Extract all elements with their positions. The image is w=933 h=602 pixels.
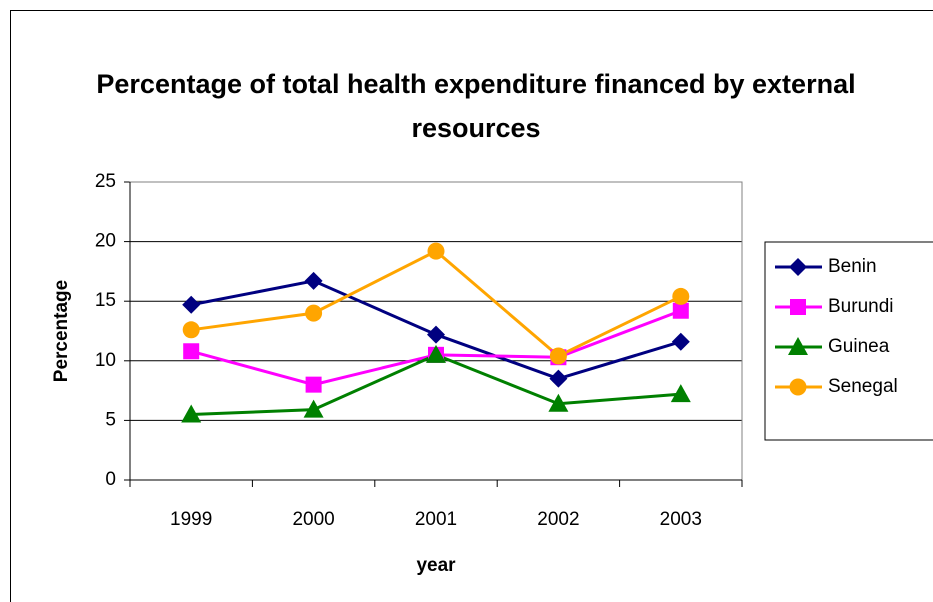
- legend-label: Burundi: [828, 296, 894, 317]
- x-tick-label: 2000: [292, 509, 334, 530]
- legend-label: Senegal: [828, 376, 898, 397]
- marker: [672, 287, 690, 305]
- chart-title: Percentage of total health expenditure f…: [96, 69, 856, 143]
- x-axis-label: year: [416, 555, 456, 576]
- marker: [182, 321, 200, 339]
- marker: [548, 393, 569, 412]
- marker: [427, 242, 445, 260]
- marker: [672, 302, 689, 319]
- marker: [182, 295, 201, 314]
- marker: [305, 376, 322, 393]
- marker: [670, 384, 691, 403]
- marker: [183, 343, 200, 360]
- y-axis-label: Percentage: [51, 280, 72, 382]
- marker: [181, 404, 202, 423]
- y-tick-label: 0: [105, 469, 116, 490]
- marker: [789, 378, 807, 396]
- y-tick-label: 10: [95, 350, 116, 371]
- marker: [305, 304, 323, 322]
- marker: [788, 337, 808, 355]
- marker: [790, 299, 806, 315]
- x-tick-label: 2003: [660, 509, 702, 530]
- y-tick-label: 5: [105, 409, 116, 430]
- marker: [549, 369, 568, 388]
- x-tick-label: 2001: [415, 509, 457, 530]
- marker: [426, 344, 446, 363]
- x-tick-label: 2002: [537, 509, 579, 530]
- marker: [303, 399, 324, 418]
- legend-box: [764, 241, 933, 441]
- legend-label: Guinea: [828, 336, 890, 357]
- legend-label: Benin: [828, 256, 877, 277]
- marker: [671, 332, 690, 351]
- marker: [304, 271, 323, 290]
- marker: [549, 347, 567, 365]
- marker: [789, 258, 807, 276]
- y-tick-label: 25: [95, 171, 116, 192]
- y-tick-label: 20: [95, 231, 116, 252]
- x-tick-label: 1999: [170, 509, 212, 530]
- marker: [427, 325, 445, 344]
- y-tick-label: 15: [95, 290, 116, 311]
